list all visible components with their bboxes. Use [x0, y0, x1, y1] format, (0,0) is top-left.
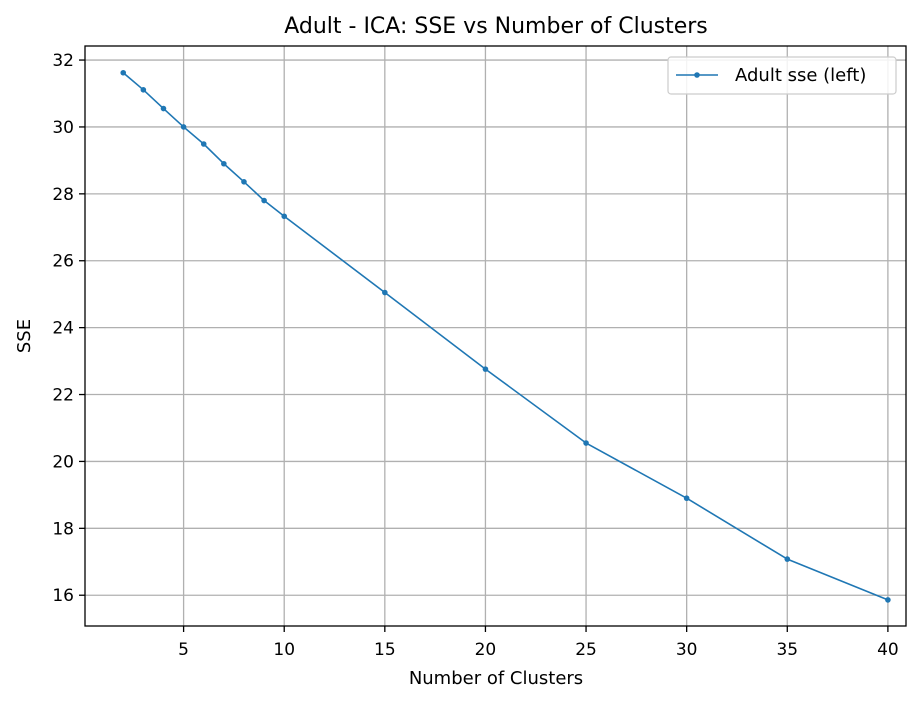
data-point [241, 179, 247, 185]
legend-label: Adult sse (left) [735, 65, 866, 86]
x-tick-label: 35 [776, 640, 798, 660]
data-point [683, 495, 690, 502]
data-point [140, 87, 147, 93]
data-point [482, 366, 489, 372]
y-tick-label: 28 [52, 185, 74, 205]
y-tick-label: 24 [52, 319, 74, 339]
chart-title: Adult - ICA: SSE vs Number of Clusters [284, 14, 708, 39]
data-point [885, 597, 891, 603]
data-point [583, 440, 589, 446]
data-point [120, 69, 127, 76]
data-point [261, 197, 267, 204]
y-tick-label: 22 [52, 386, 74, 406]
legend-marker-swatch [694, 72, 700, 78]
y-tick-label: 20 [52, 452, 74, 472]
y-tick-label: 26 [52, 252, 74, 272]
x-axis-label: Number of Clusters [409, 668, 583, 689]
y-tick-label: 30 [52, 118, 74, 138]
data-point [281, 213, 288, 220]
data-point [160, 105, 167, 112]
grid-lines [85, 46, 906, 626]
y-tick-label: 18 [52, 519, 74, 539]
x-tick-label: 25 [575, 640, 597, 660]
plot-frame [84, 45, 907, 627]
x-tick-label: 5 [178, 640, 189, 660]
series-layer [120, 69, 891, 603]
data-point [200, 141, 207, 147]
data-point [221, 160, 227, 167]
x-tick-label: 40 [877, 640, 899, 660]
data-point [784, 556, 791, 562]
data-point [180, 124, 187, 130]
legend: Adult sse (left) [667, 56, 897, 95]
data-point [382, 289, 388, 296]
y-tick-label: 32 [52, 51, 74, 71]
legend-box [667, 56, 897, 95]
x-tick-label: 30 [676, 640, 698, 660]
y-tick-label: 16 [52, 586, 74, 606]
x-tick-label: 15 [374, 640, 396, 660]
x-tick-label: 20 [475, 640, 497, 660]
axis-ticks: 5 10 15 20 25 30 35 40 16 18 20 22 24 26 28 30 32 [52, 51, 898, 660]
y-axis-label: SSE [14, 319, 35, 353]
x-tick-label: 10 [273, 640, 295, 660]
